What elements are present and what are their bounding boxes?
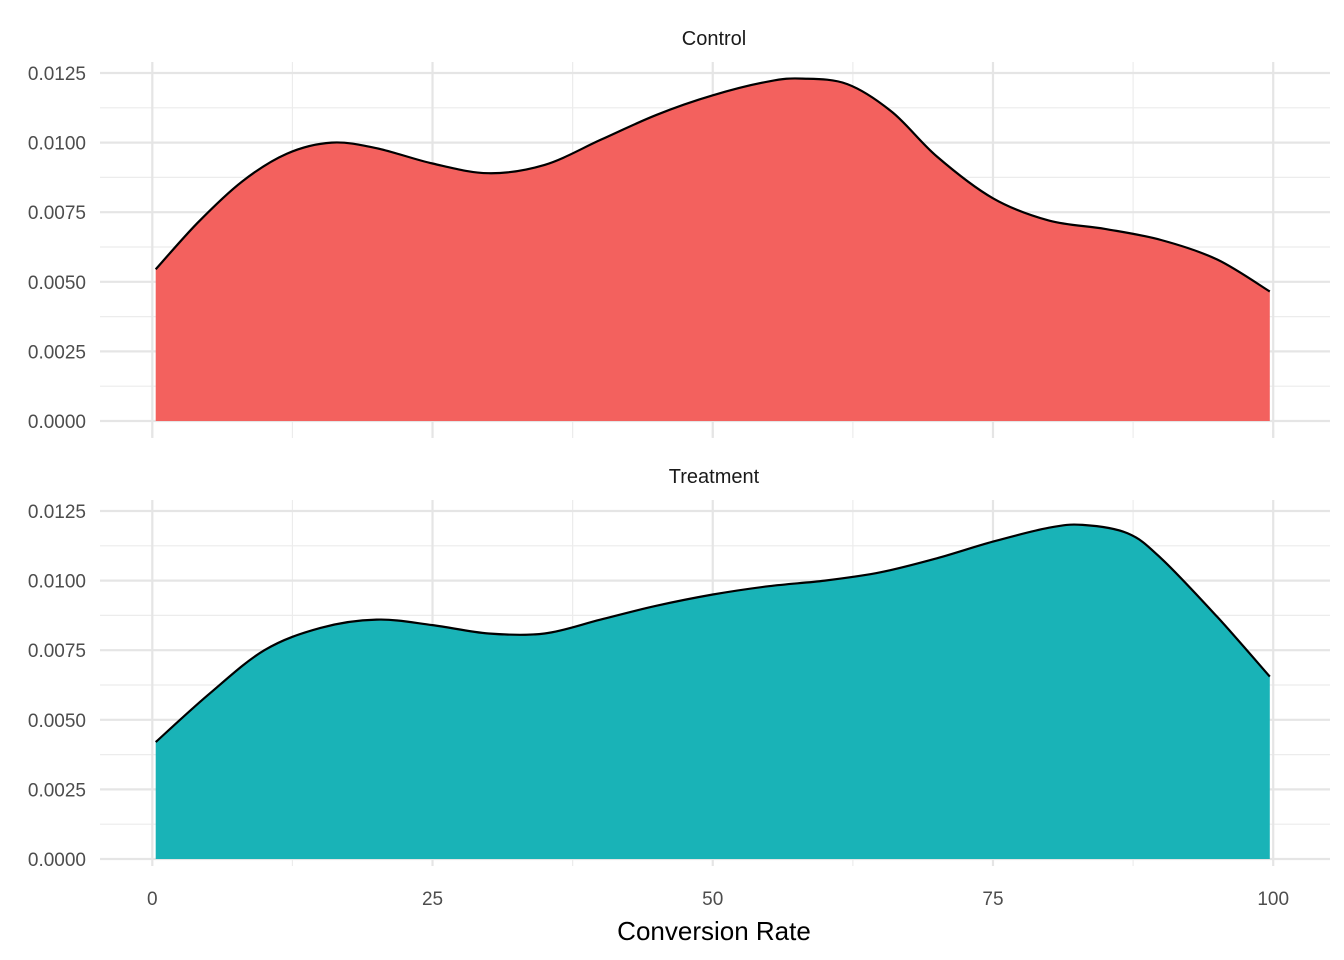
y-tick-label: 0.0125 xyxy=(28,64,86,85)
x-axis: 0 25 50 75 100 xyxy=(147,430,1289,910)
facet-panels: 0.0000 0.0025 0.0050 0.0075 0.0100 0.0125 Cont… xyxy=(28,28,1330,871)
x-axis-title: Conversion Rate xyxy=(617,916,811,946)
facet-panel-control: 0.0000 0.0025 0.0050 0.0075 0.0100 0.0125 Cont… xyxy=(28,28,1330,438)
y-tick-label: 0.0075 xyxy=(28,203,86,224)
y-tick-label: 0.0000 xyxy=(28,850,86,871)
y-tick-label: 0.0050 xyxy=(28,273,86,294)
facet-strip-label: Control xyxy=(682,28,746,50)
density-curve-treatment xyxy=(154,523,1271,743)
x-tick-label: 100 xyxy=(1257,889,1289,910)
density-area-treatment xyxy=(155,524,1270,859)
y-tick-label: 0.0075 xyxy=(28,641,86,662)
y-tick-label: 0.0000 xyxy=(28,412,86,433)
y-tick-label: 0.0050 xyxy=(28,711,86,732)
y-tick-label: 0.0100 xyxy=(28,572,86,593)
facet-strip-label: Treatment xyxy=(669,466,760,488)
x-tick-label: 25 xyxy=(422,889,443,910)
x-tick-label: 0 xyxy=(147,889,158,910)
facet-panel-treatment: 0.0000 0.0025 0.0050 0.0075 0.0100 0.0125 Trea… xyxy=(28,466,1330,871)
density-area-control xyxy=(155,78,1270,421)
y-tick-label: 0.0025 xyxy=(28,780,86,801)
x-tick-label: 50 xyxy=(702,889,723,910)
y-tick-label: 0.0025 xyxy=(28,342,86,363)
x-tick-label: 75 xyxy=(982,889,1003,910)
y-tick-label: 0.0100 xyxy=(28,134,86,155)
density-curve-control xyxy=(154,77,1271,293)
y-tick-label: 0.0125 xyxy=(28,502,86,523)
